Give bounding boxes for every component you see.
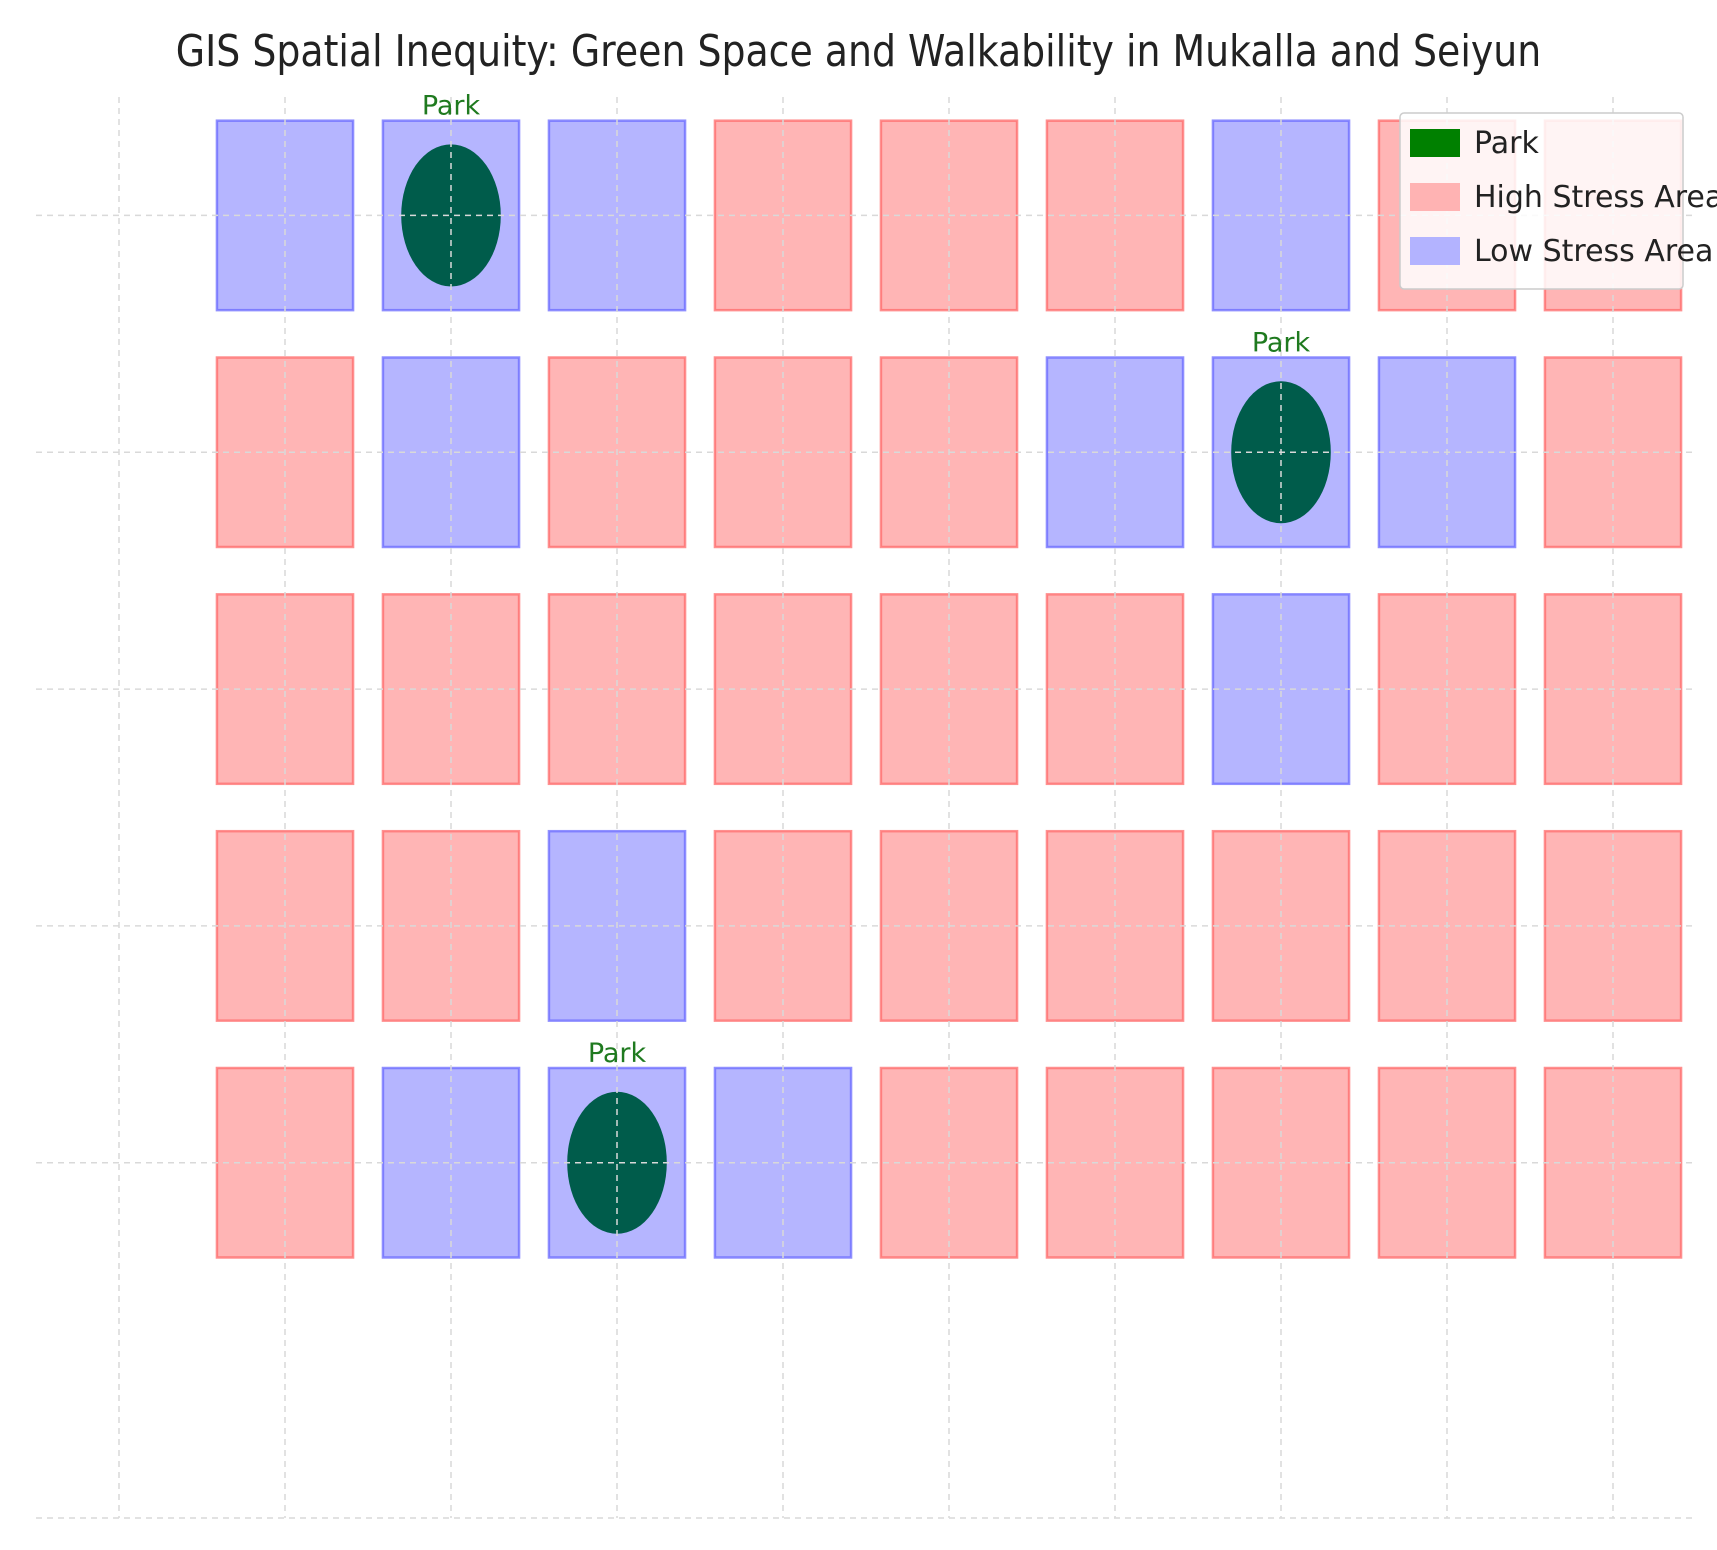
legend-box xyxy=(1399,112,1684,290)
park-label: Park xyxy=(422,91,481,122)
legend-label: Low Stress Area xyxy=(1474,234,1713,269)
legend-swatch xyxy=(1410,183,1460,211)
legend-label: High Stress Area xyxy=(1474,180,1717,215)
chart-title: GIS Spatial Inequity: Green Space and Wa… xyxy=(175,26,1542,77)
legend-swatch xyxy=(1410,237,1460,265)
legend-swatch xyxy=(1410,129,1460,157)
legend-label: Park xyxy=(1474,126,1539,161)
park-label: Park xyxy=(588,1038,647,1069)
park-marker xyxy=(567,1091,667,1234)
park-label: Park xyxy=(1252,328,1311,359)
park-marker xyxy=(401,144,501,287)
